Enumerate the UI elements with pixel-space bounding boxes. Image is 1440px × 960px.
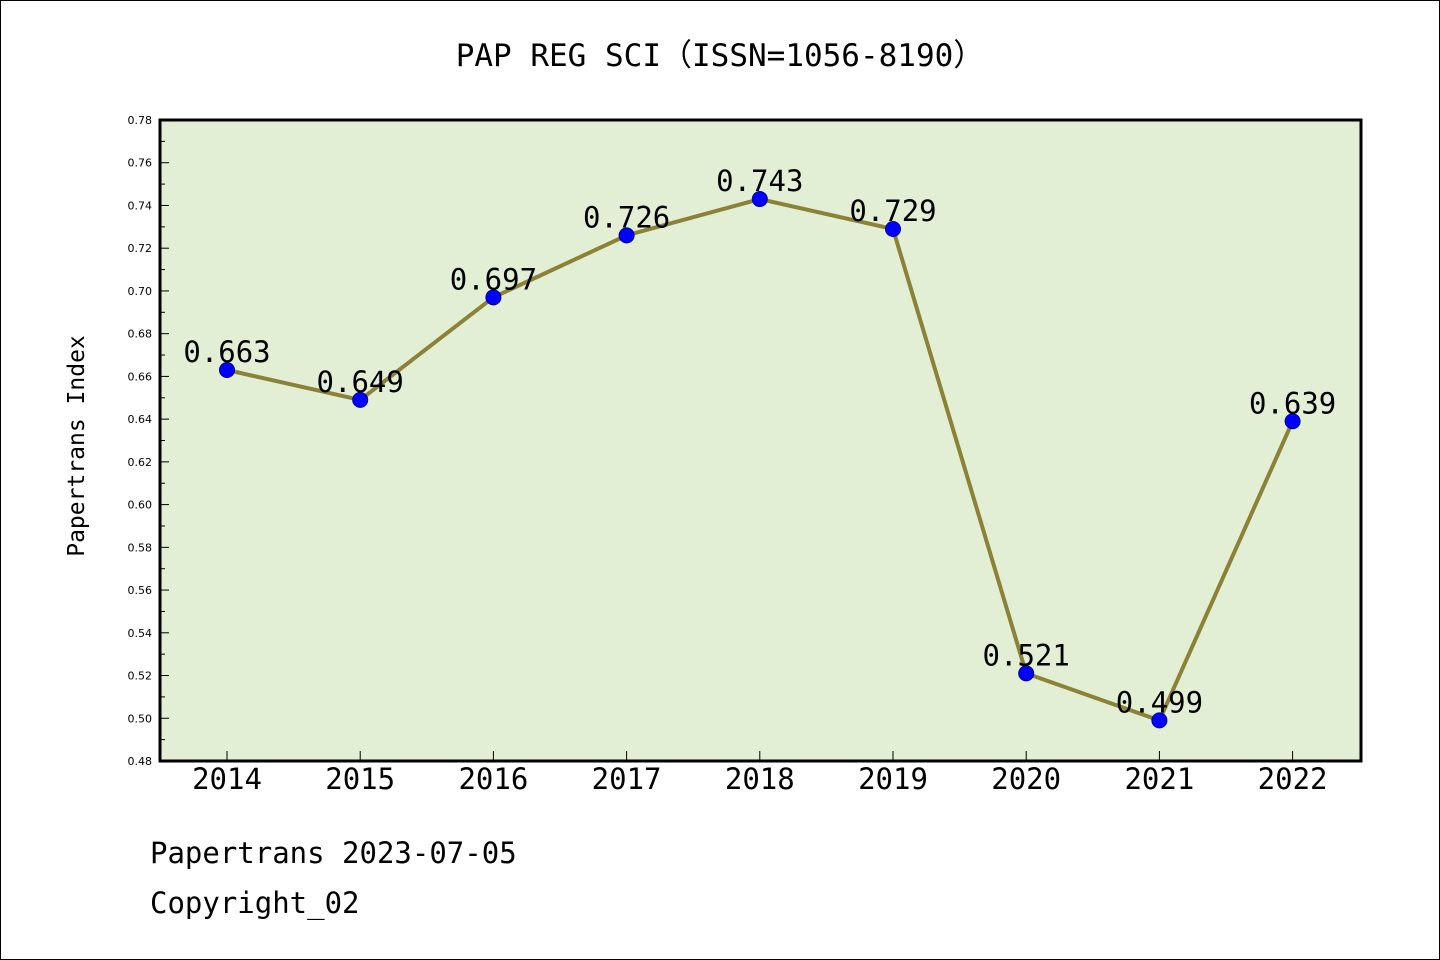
y-tick-label: 0.52 bbox=[128, 670, 153, 683]
x-tick-label: 2014 bbox=[192, 762, 262, 796]
y-tick-label: 0.78 bbox=[128, 114, 153, 127]
y-tick-label: 0.66 bbox=[128, 370, 153, 383]
y-tick-label: 0.70 bbox=[128, 285, 153, 298]
data-point bbox=[219, 361, 235, 378]
x-tick-label: 2018 bbox=[725, 762, 795, 796]
y-tick-label: 0.74 bbox=[128, 199, 153, 212]
x-tick-label: 2021 bbox=[1124, 762, 1194, 796]
y-tick-label: 0.76 bbox=[128, 157, 153, 170]
y-axis: 0.48 0.50 0.52 0.54 0.56 0.58 0.60 0.62 0.64 0.66… bbox=[128, 114, 169, 768]
y-tick-label: 0.68 bbox=[128, 328, 153, 341]
plot-area bbox=[160, 120, 1361, 761]
y-tick-label: 0.56 bbox=[128, 584, 153, 597]
data-label: 0.639 bbox=[1249, 386, 1336, 420]
data-label: 0.729 bbox=[849, 194, 936, 228]
footer-copyright: Copyright_02 bbox=[150, 886, 360, 920]
data-label: 0.726 bbox=[583, 200, 670, 234]
data-point bbox=[1284, 413, 1301, 430]
data-point bbox=[885, 220, 901, 237]
x-tick-label: 2020 bbox=[991, 762, 1061, 796]
data-point bbox=[618, 227, 635, 244]
data-label: 0.499 bbox=[1116, 685, 1203, 719]
y-tick-label: 0.50 bbox=[128, 712, 153, 725]
x-tick-label: 2015 bbox=[325, 762, 395, 796]
data-point bbox=[485, 289, 502, 306]
footer-source-date: Papertrans 2023-07-05 bbox=[150, 836, 517, 870]
y-axis-label: Papertrans Index bbox=[64, 335, 90, 557]
data-point bbox=[1018, 665, 1035, 682]
y-tick-label: 0.58 bbox=[128, 541, 153, 554]
data-label: 0.743 bbox=[716, 164, 803, 198]
data-label: 0.521 bbox=[983, 638, 1070, 672]
data-label: 0.663 bbox=[183, 335, 270, 369]
x-tick-label: 2022 bbox=[1258, 762, 1328, 796]
data-point bbox=[751, 191, 768, 208]
y-tick-label: 0.64 bbox=[128, 413, 153, 426]
x-axis: 2014 2015 2016 2017 2018 2019 2020 2021 2022 bbox=[192, 751, 1328, 796]
y-tick-label: 0.54 bbox=[128, 627, 153, 640]
chart-title: PAP REG SCI（ISSN=1056-8190） bbox=[456, 38, 985, 74]
x-tick-label: 2017 bbox=[592, 762, 662, 796]
data-label: 0.697 bbox=[450, 262, 537, 296]
x-tick-label: 2016 bbox=[458, 762, 528, 796]
y-tick-label: 0.60 bbox=[128, 499, 153, 512]
y-tick-label: 0.62 bbox=[128, 456, 153, 469]
y-tick-label: 0.48 bbox=[128, 755, 153, 768]
x-tick-label: 2019 bbox=[858, 762, 928, 796]
data-labels: 0.663 0.649 0.697 0.726 0.743 0.729 0.521 0.499… bbox=[183, 164, 1336, 719]
y-tick-label: 0.72 bbox=[128, 242, 153, 255]
data-label: 0.649 bbox=[317, 365, 404, 399]
data-points bbox=[219, 191, 1301, 729]
data-point bbox=[1151, 712, 1168, 729]
data-point bbox=[352, 391, 369, 408]
plot-border bbox=[158, 118, 1363, 763]
